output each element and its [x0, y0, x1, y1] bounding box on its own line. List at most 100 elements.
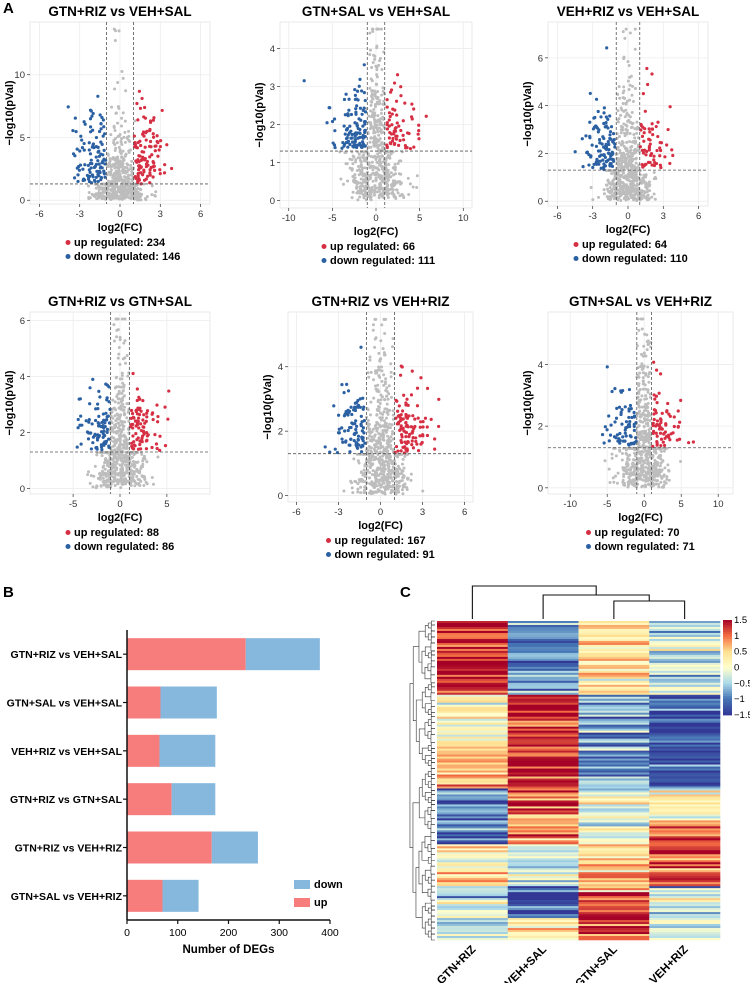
heatmap-cell — [507, 810, 579, 813]
point-not-significant — [402, 466, 406, 470]
point-not-significant — [86, 473, 90, 477]
point-not-significant — [129, 163, 133, 167]
heatmap-cell — [437, 756, 509, 759]
point-down-regulated — [99, 140, 103, 144]
heatmap-cell — [437, 790, 509, 793]
point-not-significant — [386, 171, 390, 175]
point-not-significant — [638, 452, 642, 456]
point-not-significant — [597, 195, 601, 199]
point-up-regulated — [134, 176, 138, 180]
heatmap-cell — [437, 746, 509, 749]
point-not-significant — [361, 478, 365, 482]
point-not-significant — [371, 454, 375, 458]
point-down-regulated — [362, 419, 367, 423]
point-not-significant — [113, 163, 117, 167]
point-down-regulated — [632, 414, 637, 418]
x-tick-label: 10 — [713, 499, 724, 510]
point-down-regulated — [76, 179, 80, 184]
heatmap-cell — [437, 802, 509, 805]
point-not-significant — [121, 162, 125, 166]
point-not-significant — [119, 480, 123, 484]
point-not-significant — [118, 438, 122, 442]
point-not-significant — [141, 459, 145, 463]
point-not-significant — [608, 191, 612, 195]
point-not-significant — [111, 190, 115, 194]
point-down-regulated — [604, 124, 608, 128]
point-not-significant — [371, 168, 375, 172]
point-not-significant — [382, 473, 386, 477]
point-not-significant — [634, 161, 638, 165]
point-down-regulated — [349, 405, 353, 409]
heatmap-cell — [507, 746, 579, 749]
heatmap-cell — [507, 666, 579, 670]
point-down-regulated — [587, 163, 591, 167]
point-not-significant — [645, 333, 649, 337]
point-not-significant — [624, 162, 628, 166]
point-not-significant — [623, 36, 627, 40]
point-down-regulated — [602, 153, 606, 157]
x-tick-label: 3 — [420, 507, 425, 518]
point-not-significant — [380, 123, 384, 127]
point-down-regulated — [354, 112, 358, 116]
point-not-significant — [120, 190, 124, 194]
point-up-regulated — [655, 443, 659, 447]
point-up-regulated — [144, 138, 148, 142]
point-down-regulated — [598, 141, 602, 145]
point-not-significant — [361, 166, 365, 170]
point-not-significant — [635, 395, 639, 399]
x-tick-label: 6 — [462, 507, 467, 518]
point-not-significant — [654, 449, 658, 453]
point-not-significant — [390, 186, 394, 190]
point-down-regulated — [346, 413, 350, 417]
point-not-significant — [646, 406, 650, 410]
point-up-regulated — [140, 436, 144, 440]
point-not-significant — [637, 384, 641, 388]
point-down-regulated — [619, 390, 623, 394]
point-not-significant — [348, 166, 352, 170]
point-not-significant — [384, 167, 388, 171]
point-not-significant — [126, 374, 130, 378]
legend-down-label: down regulated: 71 — [595, 541, 695, 553]
point-not-significant — [621, 466, 625, 470]
point-not-significant — [631, 84, 635, 88]
point-down-regulated — [624, 434, 628, 438]
point-down-regulated — [613, 420, 617, 424]
point-up-regulated — [646, 82, 650, 87]
x-tick-label: 0 — [373, 213, 378, 224]
point-up-regulated — [398, 138, 402, 143]
point-not-significant — [130, 455, 134, 459]
point-not-significant — [339, 177, 343, 181]
y-tick-label: 0 — [20, 196, 25, 207]
point-up-regulated — [655, 148, 659, 153]
point-up-regulated — [142, 105, 147, 110]
point-not-significant — [120, 408, 124, 412]
point-not-significant — [383, 398, 387, 402]
point-up-regulated — [398, 373, 403, 377]
point-not-significant — [120, 116, 124, 120]
heatmap-cell — [437, 796, 509, 799]
heatmap-cell — [437, 658, 509, 662]
point-down-regulated — [83, 122, 87, 126]
point-down-regulated — [100, 115, 104, 120]
heatmap-cell — [437, 804, 509, 807]
point-not-significant — [381, 86, 385, 90]
point-down-regulated — [87, 141, 91, 145]
point-up-regulated — [397, 143, 401, 147]
legend-up-label: up — [314, 897, 328, 909]
heatmap-cell — [437, 810, 509, 813]
point-up-regulated — [659, 165, 663, 170]
point-not-significant — [114, 111, 118, 115]
point-not-significant — [380, 379, 384, 383]
panel-label-b: B — [3, 584, 14, 601]
point-not-significant — [622, 472, 626, 476]
point-down-regulated — [595, 160, 600, 164]
x-tick-label: -10 — [563, 499, 577, 510]
heatmap-cell — [437, 662, 509, 666]
y-tick-label: 2 — [278, 427, 283, 438]
point-not-significant — [369, 103, 373, 107]
heatmap-cell — [437, 682, 509, 686]
point-not-significant — [379, 357, 383, 361]
point-not-significant — [620, 173, 624, 177]
point-not-significant — [382, 419, 386, 423]
heatmap-cell — [437, 916, 509, 919]
